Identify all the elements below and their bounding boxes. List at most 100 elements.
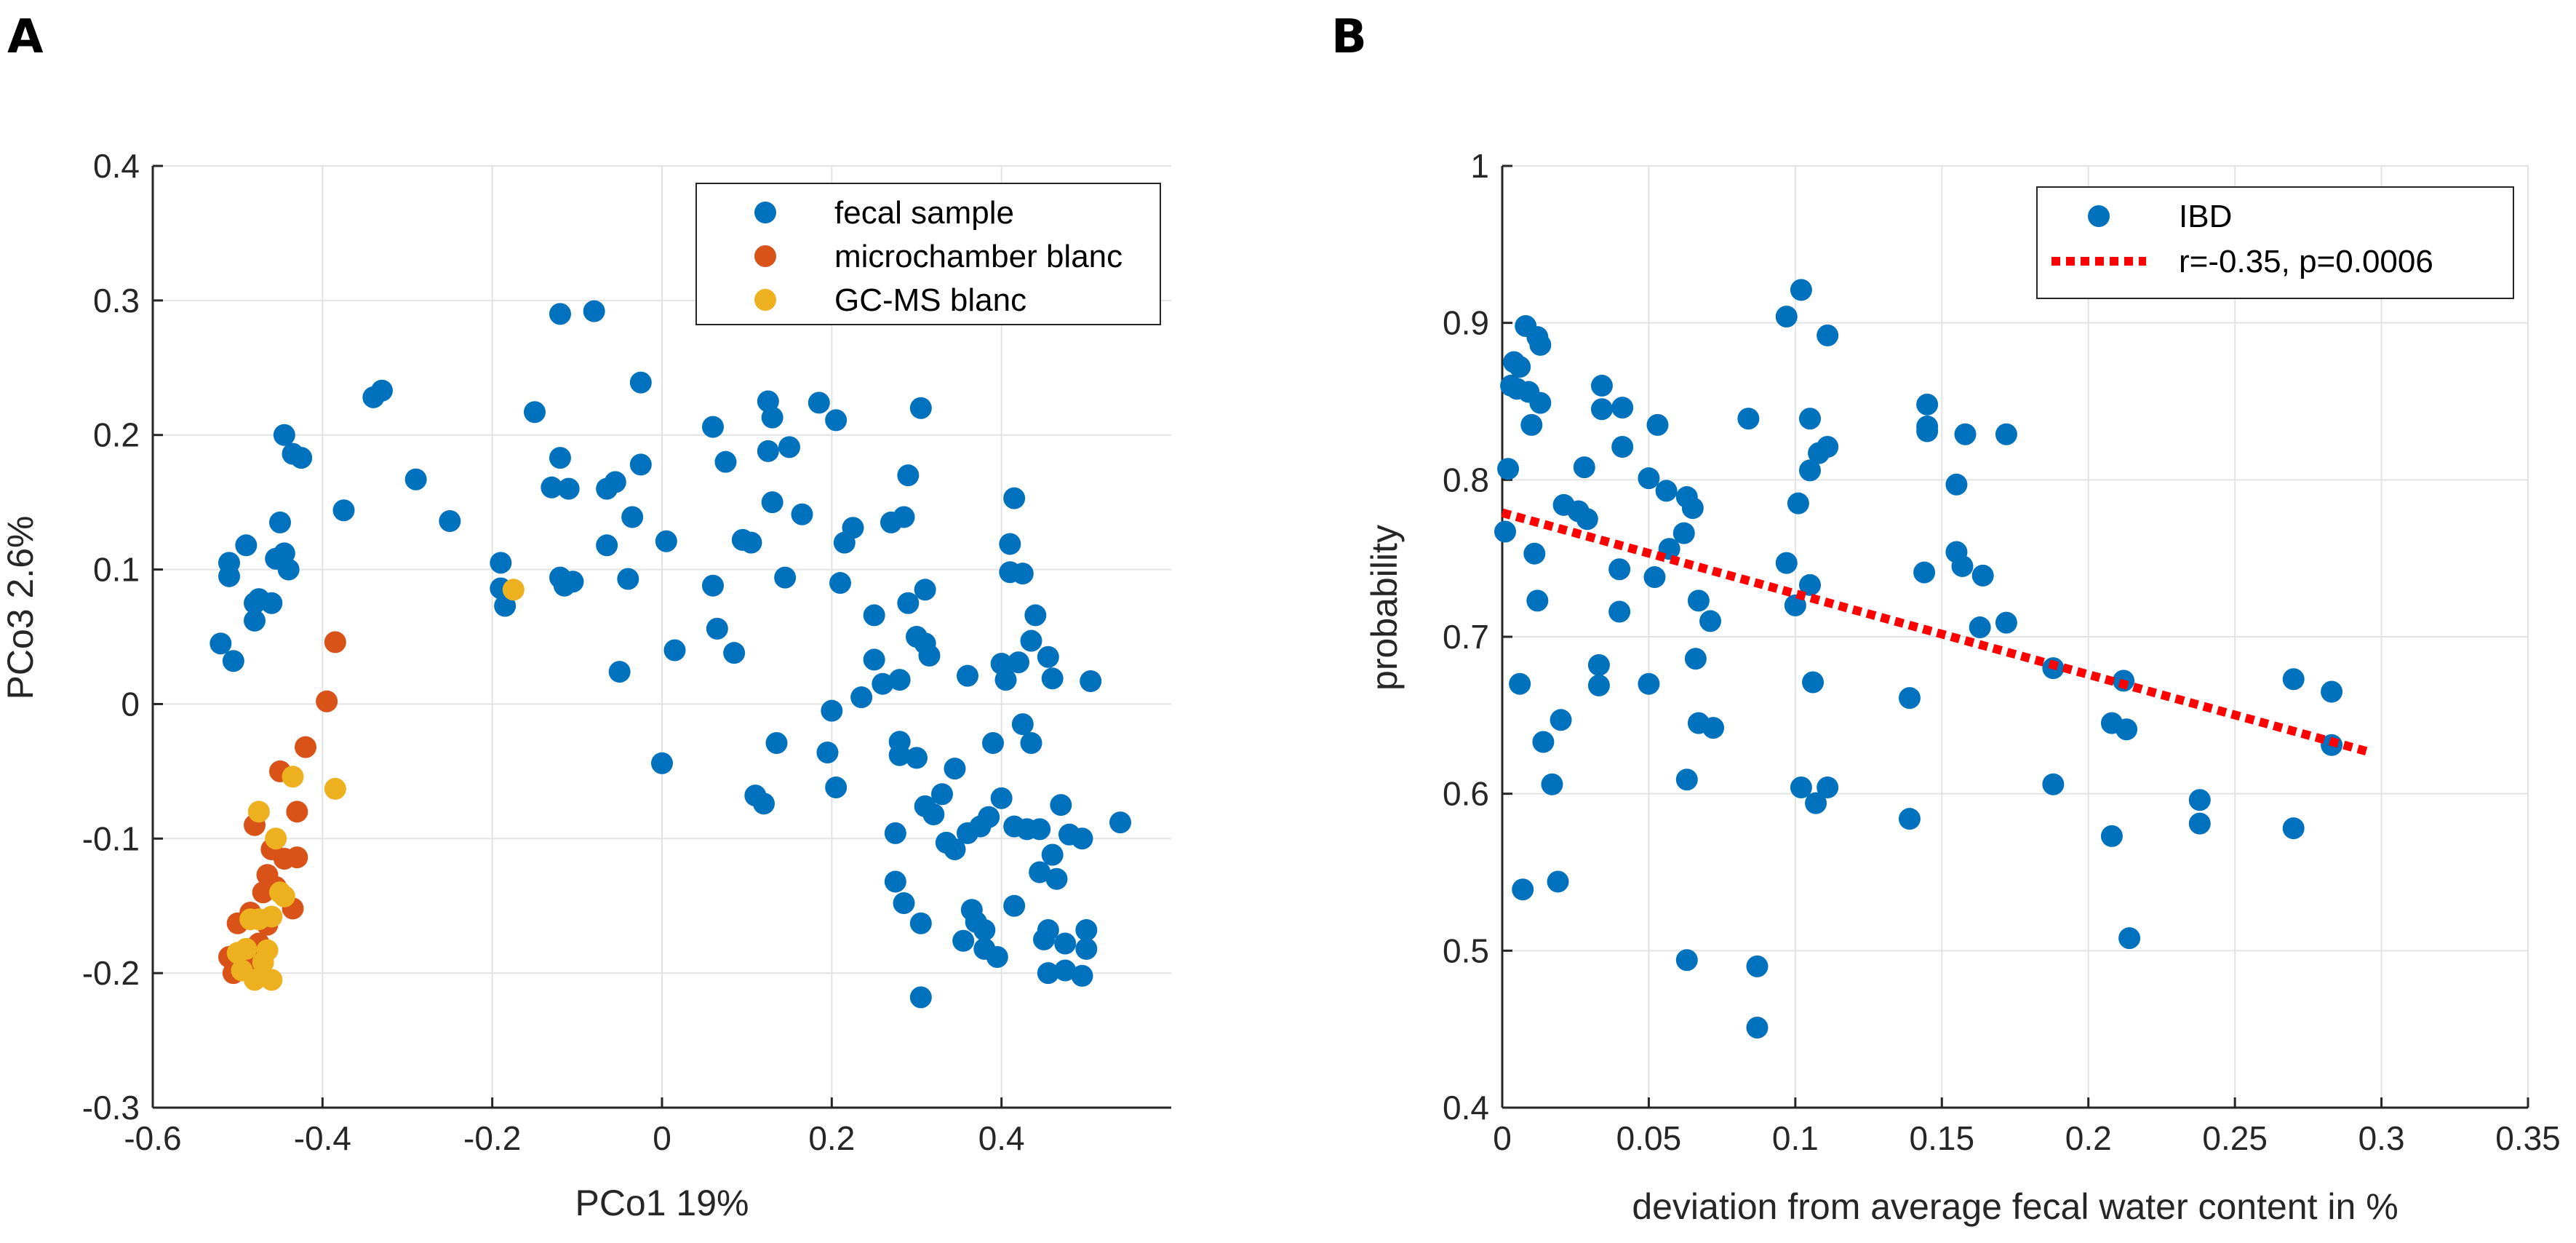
data-point: [994, 669, 1017, 691]
x-tick-label: 0.15: [1910, 1119, 1975, 1157]
data-point: [1037, 918, 1059, 941]
data-point: [990, 787, 1013, 809]
data-point: [494, 595, 517, 617]
data-point: [2118, 927, 2141, 950]
data-point: [1611, 436, 1634, 458]
data-point: [218, 552, 240, 574]
data-point: [1071, 964, 1093, 987]
data-point: [1913, 561, 1936, 584]
data-point: [1037, 646, 1059, 668]
legend-label: microchamber blanc: [834, 239, 1122, 274]
data-point: [740, 531, 762, 554]
data-point: [1746, 1017, 1768, 1039]
data-point: [978, 806, 1000, 828]
data-point: [825, 777, 848, 799]
data-point: [260, 592, 283, 614]
y-tick-label: -0.3: [82, 1089, 140, 1127]
data-point: [1050, 794, 1072, 817]
data-point: [2116, 718, 2138, 741]
data-point: [1529, 333, 1552, 356]
x-tick-label: -0.4: [294, 1119, 351, 1157]
data-point: [1109, 811, 1131, 834]
x-tick-label: 0.05: [1616, 1119, 1682, 1157]
data-point: [1029, 861, 1051, 883]
data-point: [897, 592, 920, 614]
legend-label: GC-MS blanc: [834, 282, 1026, 318]
series-0: [210, 300, 1131, 1009]
data-point: [909, 986, 932, 1009]
data-point: [1494, 520, 1517, 543]
legend-marker: [754, 202, 776, 223]
data-point: [583, 300, 605, 322]
data-point: [1684, 648, 1707, 670]
data-point: [906, 747, 928, 769]
data-point: [1590, 398, 1613, 421]
series-0: [1494, 279, 2343, 1039]
data-point: [1790, 777, 1812, 799]
data-point: [277, 558, 300, 581]
data-point: [1969, 616, 1991, 639]
data-point: [562, 571, 584, 593]
data-point: [282, 766, 304, 788]
data-point: [909, 397, 932, 419]
data-point: [1075, 937, 1098, 960]
y-tick-label: 1: [1470, 147, 1489, 185]
data-point: [1971, 564, 1994, 587]
data-point: [1737, 408, 1760, 430]
data-point: [863, 604, 885, 627]
data-point: [295, 736, 316, 758]
data-point: [774, 566, 797, 589]
data-point: [1071, 827, 1093, 850]
data-point: [1020, 732, 1042, 755]
series-2: [226, 579, 525, 991]
data-point: [273, 424, 295, 446]
legend-marker: [754, 289, 776, 311]
data-point: [1817, 436, 1839, 458]
data-point: [269, 511, 291, 533]
data-point: [778, 436, 800, 458]
data-point: [1054, 932, 1077, 955]
data-point: [723, 642, 746, 664]
data-point: [918, 644, 941, 667]
data-point: [973, 918, 996, 941]
data-point: [757, 440, 779, 462]
data-point: [244, 609, 266, 632]
legend-marker: [2088, 205, 2110, 227]
data-point: [1011, 713, 1034, 736]
x-tick-label: 0.2: [808, 1119, 855, 1157]
data-point: [1029, 818, 1051, 841]
data-point: [842, 517, 864, 539]
data-point: [909, 912, 932, 934]
data-point: [1746, 955, 1768, 977]
data-point: [1805, 792, 1827, 814]
legend-label: r=-0.35, p=0.0006: [2179, 244, 2433, 279]
data-point: [244, 969, 266, 991]
data-point: [1951, 555, 1974, 577]
data-point: [1573, 456, 1595, 479]
x-tick-label: 0.25: [2202, 1119, 2268, 1157]
data-point: [265, 827, 287, 850]
y-axis-label: probability: [1364, 525, 1405, 691]
data-point: [1775, 306, 1798, 328]
data-point: [706, 617, 728, 640]
data-point: [1523, 542, 1546, 565]
data-point: [502, 579, 525, 601]
data-point: [1608, 600, 1631, 623]
data-point: [1784, 594, 1806, 616]
data-point: [1817, 324, 1839, 346]
data-point: [1916, 393, 1939, 416]
data-point: [621, 506, 644, 528]
data-point: [1995, 423, 2017, 445]
data-point: [897, 464, 920, 487]
data-point: [1526, 589, 1549, 612]
x-tick-label: 0.2: [2065, 1119, 2112, 1157]
y-tick-label: 0: [121, 685, 140, 723]
data-point: [1638, 467, 1660, 490]
data-point: [761, 406, 783, 429]
data-point: [371, 379, 393, 402]
data-point: [893, 506, 915, 528]
panel-label-b: B: [1331, 10, 1367, 64]
data-point: [404, 468, 427, 491]
data-point: [1775, 552, 1798, 574]
data-point: [893, 892, 915, 915]
